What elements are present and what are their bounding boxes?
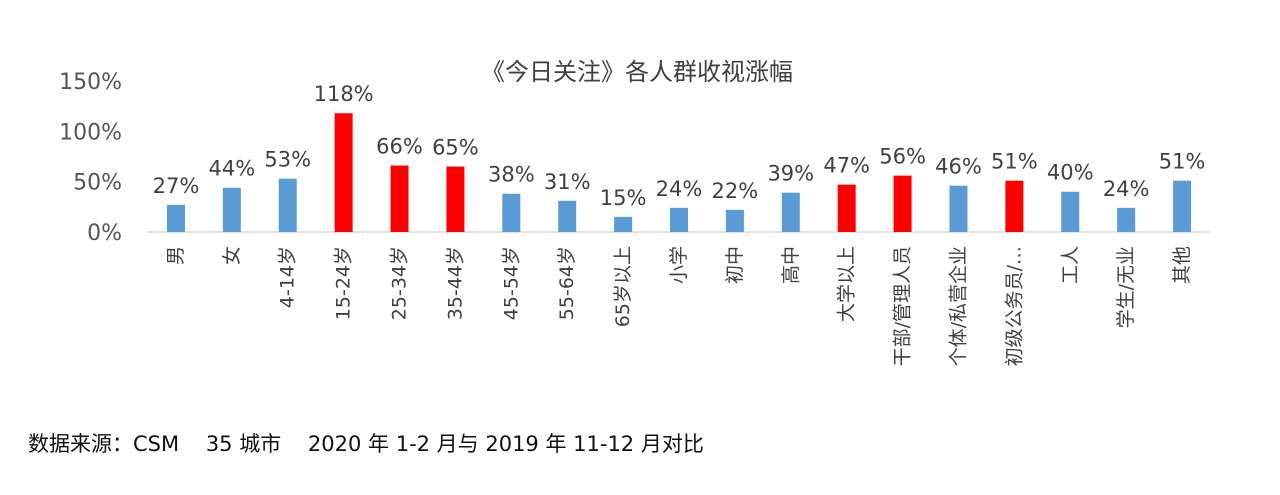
- bar-15: [949, 185, 968, 232]
- bar-value-label: 24%: [1103, 177, 1150, 201]
- bar-14: [893, 175, 912, 232]
- bar-value-label: 65%: [432, 136, 479, 160]
- bar-6: [446, 166, 465, 232]
- bar-value-label: 44%: [208, 157, 255, 181]
- category-label: 干部/管理人员: [892, 246, 914, 366]
- y-tick-label: 150%: [59, 70, 122, 95]
- bar-value-label: 15%: [600, 186, 647, 210]
- bar-19: [1173, 180, 1192, 232]
- bar-value-label: 40%: [1047, 161, 1094, 185]
- category-label: 高中: [780, 246, 802, 284]
- category-label: 工人: [1059, 246, 1081, 284]
- bar-7: [502, 193, 521, 232]
- bar-value-label: 39%: [767, 162, 814, 186]
- bar-value-label: 66%: [376, 135, 423, 159]
- category-label: 15-24岁: [333, 246, 355, 320]
- bar-value-label: 47%: [823, 154, 870, 178]
- bar-value-label: 38%: [488, 163, 535, 187]
- category-label: 4-14岁: [277, 246, 299, 308]
- category-label: 其他: [1171, 246, 1193, 284]
- bar-5: [390, 165, 409, 232]
- bar-12: [781, 192, 800, 232]
- bar-value-label: 31%: [544, 170, 591, 194]
- category-label: 小学: [668, 246, 690, 284]
- bar-13: [837, 184, 856, 232]
- bar-10: [670, 207, 688, 232]
- bar-value-label: 46%: [935, 155, 982, 179]
- bar-2: [222, 187, 241, 232]
- bar-value-label: 51%: [991, 150, 1038, 174]
- bar-3: [278, 178, 297, 232]
- category-label: 女: [221, 246, 243, 265]
- chart-title: 《今日关注》各人群收视涨幅: [481, 58, 793, 86]
- category-label: 男: [165, 246, 187, 265]
- data-source-note: 数据来源：CSM 35 城市 2020 年 1-2 月与 2019 年 11-1…: [28, 432, 704, 456]
- category-label: 初中: [724, 246, 746, 284]
- bar-chart: 《今日关注》各人群收视涨幅 0% 50% 100% 150% 27% 男 44% 女 53% 4-1…: [59, 58, 1210, 366]
- bar-18: [1117, 207, 1136, 232]
- bar-8: [558, 200, 577, 232]
- category-label: 个体/私营企业: [947, 246, 969, 366]
- category-label: 65岁以上: [612, 246, 634, 327]
- bar-17: [1061, 191, 1080, 232]
- bar-11: [725, 209, 744, 232]
- bar-16: [1005, 180, 1024, 232]
- bar-value-label: 24%: [656, 177, 703, 201]
- bar-value-label: 56%: [879, 145, 926, 169]
- bar-value-label: 27%: [153, 174, 200, 198]
- bar-value-label: 22%: [712, 179, 759, 203]
- y-tick-label: 50%: [73, 171, 122, 196]
- category-label: 35-44岁: [444, 246, 466, 320]
- category-label: 25-34岁: [389, 246, 411, 320]
- category-label: 学生/无业: [1115, 246, 1137, 328]
- bar-9: [614, 216, 633, 232]
- category-label: 大学以上: [836, 246, 858, 322]
- bar-value-label: 118%: [314, 82, 374, 106]
- bar-value-label: 51%: [1159, 150, 1206, 174]
- category-label: 45-54岁: [500, 246, 522, 320]
- bar-4: [334, 113, 353, 232]
- bar-value-label: 53%: [264, 148, 311, 172]
- category-label: 55-64岁: [556, 246, 578, 320]
- bar-1: [166, 204, 185, 232]
- y-tick-label: 100%: [59, 120, 122, 145]
- y-tick-label: 0%: [87, 221, 122, 246]
- category-label: 初级公务员/…: [1003, 246, 1025, 366]
